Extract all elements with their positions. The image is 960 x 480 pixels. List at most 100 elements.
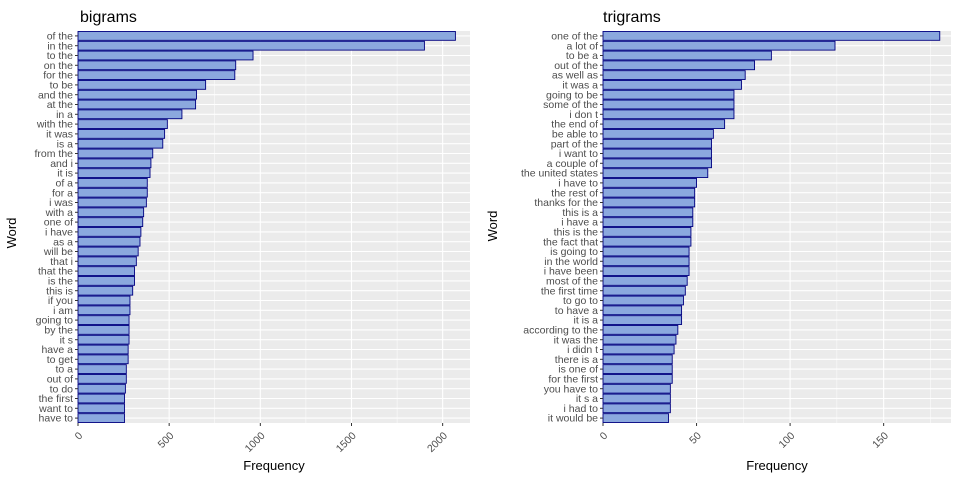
trigrams-y-tick-label: the end of: [551, 119, 598, 131]
bigrams-y-tick-label: i have: [45, 227, 73, 239]
trigrams-y-tick-label: it is a: [573, 315, 598, 327]
trigrams-y-tick-label: there is a: [555, 354, 598, 366]
bigrams-y-tick-label: by the: [44, 325, 73, 337]
bigrams-x-tick-label: 2000: [425, 430, 450, 455]
bigrams-bar-to-get: [77, 354, 129, 365]
bigrams-bar-in-a: [77, 109, 183, 120]
bigrams-bar-i-am: [77, 305, 131, 316]
trigrams-bar-to-have-a: [602, 305, 683, 316]
bigrams-bar-at-the: [77, 99, 197, 110]
bigrams-bar-on-the: [77, 60, 237, 71]
trigrams-y-tick-label: most of the: [546, 276, 598, 288]
trigrams-bar-according-to-the: [602, 325, 679, 335]
bigrams-x-tick-label: 1000: [243, 430, 268, 455]
bigrams-y-tick-label: and the: [38, 89, 73, 101]
bigrams-x-tick-label: 0: [73, 430, 86, 443]
bigrams-bar-to-do: [77, 383, 126, 394]
trigrams-bar-as-well-as: [602, 70, 746, 80]
bigrams-bar-is-a: [77, 138, 164, 149]
trigrams-y-tick-label: in the world: [544, 256, 598, 268]
bigrams-x-axis-title: Frequency: [243, 458, 305, 473]
trigrams-bar-some-of-the: [602, 99, 735, 110]
bigrams-bar-of-a: [77, 178, 148, 188]
bigrams-bar-from-the: [77, 148, 154, 159]
bigrams-y-tick-label: on the: [44, 60, 73, 72]
trigrams-y-tick-label: i have been: [544, 266, 598, 278]
trigrams-bar-for-the-first: [602, 374, 673, 384]
bigrams-y-tick-label: have a: [41, 344, 73, 356]
trigrams-bar-i-have-a: [602, 217, 694, 227]
bigrams-bar-that-i: [77, 256, 137, 267]
trigrams-bar-the-fact-that: [602, 236, 692, 247]
trigrams-y-tick-label: according to the: [523, 325, 598, 337]
bigrams-bar-will-be: [77, 246, 139, 257]
trigrams-bar-this-is-the: [602, 227, 692, 237]
bigrams-y-tick-label: it is: [57, 168, 73, 180]
bigrams-bar-for-a: [77, 187, 148, 198]
trigrams-bar-it-was-a: [602, 80, 742, 90]
trigrams-bar-the-end-of: [602, 119, 726, 129]
trigrams-panel-background: [603, 31, 951, 423]
trigrams-bar-i-don-t: [602, 109, 735, 120]
trigrams-bar-the-rest-of: [602, 187, 696, 198]
bigrams-bar-with-a: [77, 207, 145, 218]
bigrams-y-tick-label: for a: [52, 187, 73, 199]
trigrams-bar-it-would-be: [602, 413, 669, 423]
trigrams-bar-to-be-a: [602, 50, 772, 61]
bigrams-y-tick-label: going to: [36, 315, 74, 327]
trigrams-y-tick-label: the fact that: [543, 236, 598, 248]
trigrams-y-tick-label: one of the: [551, 31, 598, 43]
trigrams-bar-one-of-the: [602, 31, 941, 41]
bigrams-bar-one-of: [77, 217, 144, 227]
bigrams-bar-to-the: [77, 50, 254, 61]
bigrams-bar-to-be: [77, 80, 207, 90]
trigrams-bar-a-couple-of: [602, 158, 712, 169]
bigrams-bar-is-the: [77, 276, 135, 286]
trigrams-bar-out-of-the: [602, 60, 755, 71]
bigrams-bar-have-a: [77, 344, 129, 355]
trigrams-bar-be-able-to: [602, 129, 714, 139]
trigrams-y-tick-label: the first time: [541, 285, 598, 297]
bigrams-bar-want-to: [77, 403, 125, 414]
trigrams-bar-it-was-the: [602, 334, 677, 345]
bigrams-bar-if-you: [77, 295, 131, 306]
bigrams-panel-background: [78, 31, 470, 423]
bigrams-y-tick-label: of the: [47, 31, 73, 43]
trigrams-y-tick-label: this is the: [554, 227, 599, 239]
bigrams-bar-in-the: [77, 40, 425, 51]
trigrams-x-tick-label: 150: [870, 430, 891, 451]
bigrams-y-tick-label: to be: [50, 80, 74, 92]
bigrams-y-tick-label: with a: [45, 207, 74, 219]
bigrams-bar-it-s: [77, 334, 130, 345]
bigrams-x-tick-label: 1500: [334, 430, 359, 455]
bigrams-y-tick-label: with the: [36, 119, 73, 131]
bigrams-y-tick-label: i am: [53, 305, 73, 317]
trigrams-bar-is-going-to: [602, 246, 690, 257]
bigrams-y-tick-label: and i: [50, 158, 73, 170]
trigrams-y-tick-label: the rest of: [551, 187, 598, 199]
bigrams-y-tick-label: to a: [55, 364, 73, 376]
trigrams-bar-i-didn-t: [602, 344, 675, 355]
bigrams-bar-as-a: [77, 236, 141, 247]
trigrams-y-tick-label: this is a: [562, 207, 598, 219]
bigrams-bar-have-to: [77, 413, 125, 423]
bigrams-y-tick-label: one of: [44, 217, 73, 229]
trigrams-y-tick-label: you have to: [544, 383, 598, 395]
bigrams-y-tick-label: as a: [53, 236, 73, 248]
trigrams-y-tick-label: is going to: [550, 246, 598, 258]
trigrams-y-tick-label: i don t: [569, 109, 598, 121]
trigrams-y-tick-label: it s a: [576, 393, 598, 405]
trigrams-y-tick-label: it was a: [562, 80, 598, 92]
trigrams-bar-going-to-be: [602, 89, 735, 100]
trigrams-bar-part-of-the: [602, 138, 712, 149]
trigrams-y-tick-label: thanks for the: [534, 197, 598, 209]
bigrams-x-tick-label: 500: [156, 430, 177, 451]
trigrams-bar-you-have-to: [602, 383, 671, 394]
trigrams-y-tick-label: i want to: [559, 148, 598, 160]
trigrams-bar-thanks-for-the: [602, 197, 696, 208]
trigrams-y-tick-label: a lot of: [566, 40, 598, 52]
trigrams-y-tick-label: for the first: [548, 374, 598, 386]
bigrams-bar-it-was: [77, 129, 166, 139]
